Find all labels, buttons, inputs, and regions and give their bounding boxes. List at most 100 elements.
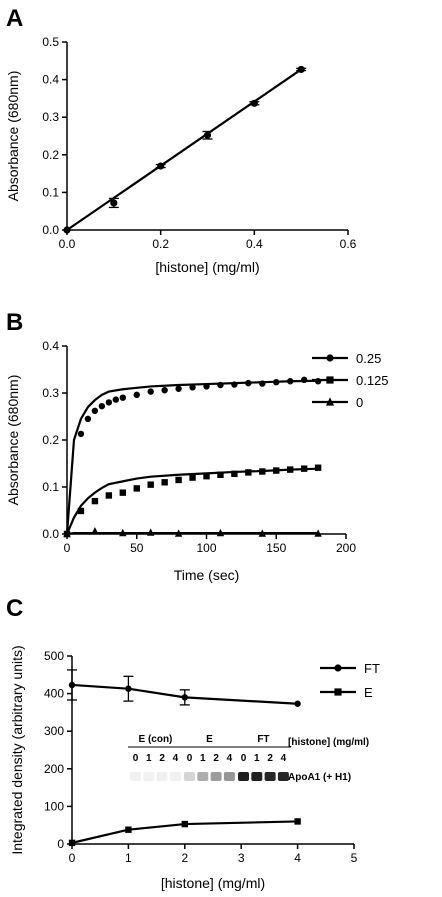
gel-lane-label: 4	[227, 753, 233, 764]
gel-band	[238, 772, 249, 781]
panel-c-x-tick-label: 0	[69, 851, 76, 865]
panel-c-x-tick-label: 4	[294, 851, 301, 865]
gel-band-label: ApoA1 (+ H1)	[288, 772, 351, 783]
panel-c-series-e-point	[181, 820, 188, 828]
panel-c-series-e-legend-label: E	[364, 685, 373, 700]
panel-c-series-ft-point	[68, 681, 76, 689]
panel-b-series-0-125-point	[300, 465, 308, 472]
panel-b: B 0 50 100 150 200 0.0 0.1 0.2 0.3 0.4 Time (sec) A…	[5, 309, 389, 583]
panel-b-series-0-25-point	[147, 388, 154, 395]
panel-b-series-0-25-point	[300, 376, 308, 384]
panel-b-series-0-25-legend-label: 0.25	[356, 351, 381, 366]
panel-c-x-tick-label: 3	[238, 851, 245, 865]
panel-c-x-tick-label: 2	[181, 851, 188, 865]
panel-c-y-tick-label: 0	[57, 837, 64, 851]
panel-b-series-0-25-point	[91, 407, 99, 415]
panel-b-series-0-125-point	[119, 489, 126, 496]
panel-b-series-0-125-point	[203, 472, 210, 480]
panel-c-series-e-point	[125, 826, 132, 833]
panel-c-series-ft-point	[294, 700, 301, 707]
panel-a-series-0-point	[110, 199, 118, 207]
panel-b-series-0-25-point	[77, 430, 85, 438]
gel-lane-label: 1	[146, 753, 152, 764]
panel-c-x-tick-label: 1	[125, 851, 132, 865]
panel-a-series-0-point	[157, 162, 165, 170]
panel-a-y-tick-label: 0.1	[42, 185, 59, 199]
gel-band	[264, 772, 276, 781]
panel-b-series-0-125-point	[147, 481, 154, 488]
gel-band	[156, 772, 168, 781]
panel-a-x-tick-label: 0.6	[340, 237, 357, 251]
panel-b-series-0-125-legend-marker	[326, 376, 334, 384]
panel-b-y-tick-label: 0.2	[42, 433, 59, 447]
panel-b-series-0-25-legend-marker	[326, 354, 334, 362]
panel-b-series-0-25-point	[133, 391, 140, 399]
panel-b-series-0-25-point	[259, 380, 266, 387]
panel-b-series-0-125-legend-label: 0.125	[356, 373, 389, 388]
gel-lane-label: 4	[281, 753, 287, 764]
panel-c-series-e-point	[294, 818, 301, 825]
panel-b-series-0-25-point	[119, 394, 127, 401]
panel-b-series-0-125-point	[259, 468, 266, 475]
panel-a-x-tick-label: 0.4	[246, 237, 263, 251]
panel-c-y-tick-label: 500	[44, 649, 64, 663]
panel-b-series-0-25-point	[217, 381, 224, 389]
panel-b-x-tick-label: 50	[130, 541, 144, 555]
gel-group-label: E	[206, 734, 213, 745]
panel-b-series-0-125-point	[217, 471, 224, 478]
gel-band	[130, 772, 141, 781]
gel-band	[277, 772, 289, 781]
panel-c-x-tick-label: 5	[351, 851, 358, 865]
panel-b-series-0-point	[91, 526, 99, 535]
panel-c-series-ft-legend-label: FT	[364, 661, 380, 676]
panel-b-series-0-point	[216, 528, 225, 537]
panel-b-label: B	[6, 309, 23, 336]
panel-b-x-tick-label: 100	[196, 541, 216, 555]
panel-c-y-axis-title: Integrated density (arbitrary units)	[9, 645, 25, 854]
panel-b-series-0-25-point	[175, 385, 182, 392]
panel-c-series-ft-point	[181, 694, 188, 701]
panel-b-series-0-125-point	[314, 464, 322, 471]
panel-b-series-0-point	[63, 529, 71, 538]
gel-lane-label: 2	[159, 753, 165, 764]
panel-c-series-ft-point	[125, 685, 132, 692]
panel-a-y-tick-label: 0.5	[42, 35, 59, 49]
gel-band	[184, 772, 195, 781]
gel-group-label: E (con)	[139, 734, 173, 745]
panel-c-series-ft-legend-marker	[334, 664, 342, 672]
panel-c-series-ft-line	[71, 683, 298, 705]
panel-b-series-0-point	[174, 529, 183, 537]
panel-b-series-0-125-point	[287, 466, 294, 473]
panel-c-series-e-legend-marker	[334, 688, 342, 696]
gel-band	[169, 772, 181, 781]
panel-b-series-0-125-point	[189, 474, 196, 481]
panel-b-series-0-125-point	[133, 485, 140, 492]
panel-b-series-0-point	[119, 528, 127, 537]
gel-lane-label: 0	[241, 753, 247, 764]
panel-c-y-tick-label: 200	[44, 762, 64, 776]
panel-a-series-0-point	[203, 131, 212, 139]
panel-b-y-tick-label: 0.0	[42, 527, 59, 541]
panel-b-series-0-25-point	[105, 399, 113, 406]
panel-c-series-e-line	[71, 820, 298, 844]
gel-band	[223, 772, 235, 781]
panel-b-series-0-125-point	[175, 476, 182, 484]
panel-b-series-0-fit-curve	[66, 531, 319, 536]
panel-c-label: C	[6, 595, 23, 622]
panel-a-y-tick-label: 0.4	[42, 73, 59, 87]
panel-b-x-tick-label: 150	[266, 541, 286, 555]
gel-band	[251, 772, 263, 781]
panel-b-y-tick-label: 0.1	[42, 480, 59, 494]
panel-b-series-0-25-fit-curve	[65, 379, 319, 535]
panel-b-series-0-25-point	[112, 396, 120, 403]
panel-b-series-0-legend-label: 0	[356, 395, 363, 410]
panel-a-label: A	[6, 5, 23, 32]
panel-b-series-0-25-point	[189, 384, 196, 391]
panel-b-series-0-125-point	[231, 470, 238, 478]
panel-b-series-0-25-point	[161, 386, 168, 394]
gel-band	[197, 772, 209, 781]
panel-c-y-tick-label: 400	[44, 687, 64, 701]
panel-a-x-axis-title: [histone] (mg/ml)	[155, 259, 259, 275]
